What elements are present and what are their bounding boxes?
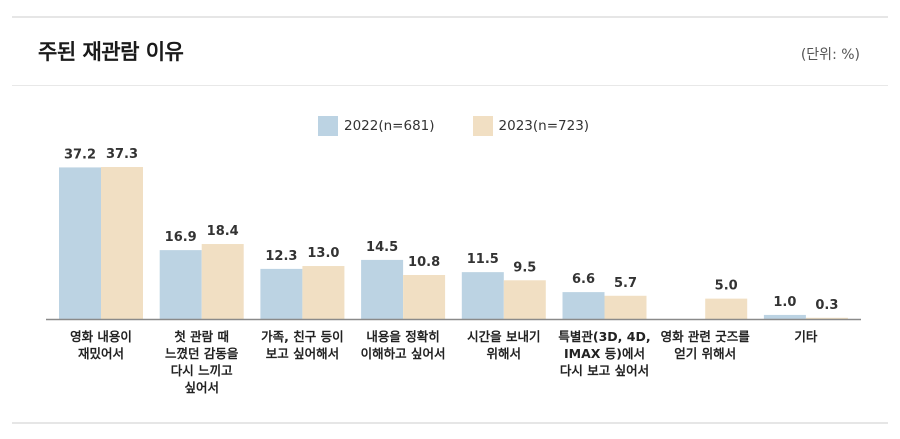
chart-title: 주된 재관람 이유 (38, 40, 184, 64)
bar-2023-5 (604, 295, 647, 319)
bar-2023-7 (805, 317, 848, 319)
legend-swatch-2023 (472, 116, 493, 136)
value-label-2023-7: 0.3 (815, 298, 838, 313)
category-label-1: 첫 관람 때 느꼈던 감동을 다시 느끼고 싶어서 (165, 329, 239, 395)
legend-label-2022: 2022(n=681) (344, 118, 435, 134)
bar-2023-2 (302, 266, 345, 319)
value-label-2022-5: 6.6 (572, 272, 595, 287)
unit-label: (단위: %) (800, 47, 860, 63)
bar-2023-4 (503, 280, 546, 319)
value-label-2022-3: 14.5 (366, 240, 398, 255)
legend-swatch-2022 (318, 116, 338, 136)
value-label-2022-2: 12.3 (265, 249, 297, 264)
bar-2023-3 (403, 274, 446, 319)
value-label-2023-5: 5.7 (614, 276, 637, 291)
bar-2022-2 (260, 268, 303, 319)
bar-2022-1 (159, 250, 202, 319)
bar-2022-4 (461, 272, 504, 319)
category-label-7: 기타 (794, 329, 818, 344)
value-label-2022-0: 37.2 (64, 147, 96, 162)
value-label-2023-6: 5.0 (715, 279, 738, 294)
bar-2023-6 (705, 298, 748, 319)
bar-2022-7 (763, 314, 806, 319)
value-label-2022-4: 11.5 (467, 252, 499, 267)
bar-2022-5 (562, 292, 605, 319)
legend-item-2023: 2023(n=723) (472, 116, 590, 136)
bar-2022-0 (59, 167, 101, 319)
value-label-2022-7: 1.0 (773, 295, 796, 310)
category-label-4: 시간을 보내기 위해서 (467, 329, 540, 361)
header-divider (12, 85, 888, 86)
value-label-2023-0: 37.3 (106, 147, 138, 162)
bar-2023-1 (201, 244, 244, 319)
value-label-2023-2: 13.0 (307, 246, 339, 261)
bar-2022-3 (361, 259, 404, 319)
category-label-0: 영화 내용이 재밌어서 (70, 329, 132, 361)
value-label-2023-3: 10.8 (408, 255, 440, 270)
bottom-rule (12, 422, 888, 424)
legend-item-2022: 2022(n=681) (318, 116, 435, 136)
category-label-2: 가족, 친구 등이 보고 싶어해서 (261, 329, 343, 361)
value-label-2023-4: 9.5 (513, 260, 536, 275)
category-label-6: 영화 관련 굿즈를 얻기 위해서 (661, 329, 751, 361)
top-rule (12, 16, 888, 18)
value-label-2023-1: 18.4 (207, 224, 239, 239)
legend-label-2023: 2023(n=723) (498, 118, 590, 134)
value-label-2022-1: 16.9 (165, 230, 197, 245)
category-label-3: 내용을 정확히 이해하고 싶어서 (361, 329, 446, 361)
bar-2023-0 (101, 167, 143, 319)
category-label-5: 특별관(3D, 4D, IMAX 등)에서 다시 보고 싶어서 (558, 329, 650, 378)
legend: 2022(n=681) 2023(n=723) (318, 116, 627, 136)
